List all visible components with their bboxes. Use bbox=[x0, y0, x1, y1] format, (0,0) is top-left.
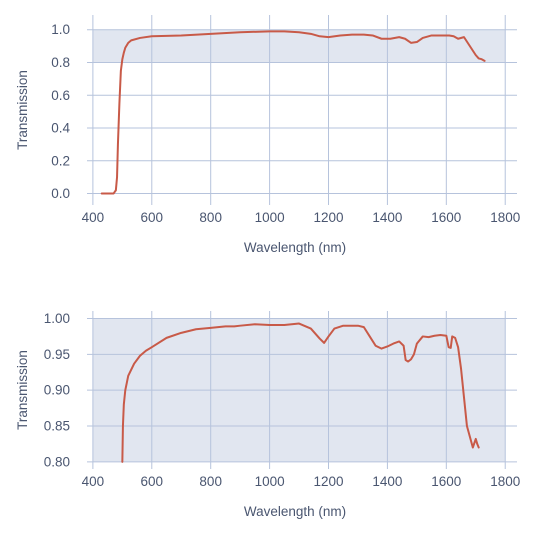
x-tick-label: 1000 bbox=[255, 210, 285, 225]
y-axis-label: Transmission bbox=[15, 350, 30, 430]
x-tick-label: 1000 bbox=[255, 474, 285, 489]
x-tick-label: 1200 bbox=[313, 210, 343, 225]
x-tick-label: 1800 bbox=[490, 474, 520, 489]
y-tick-label: 1.0 bbox=[51, 22, 70, 37]
x-tick-label: 800 bbox=[199, 210, 222, 225]
y-tick-label: 1.00 bbox=[44, 311, 70, 326]
x-tick-label: 1600 bbox=[431, 210, 461, 225]
y-tick-label: 0.85 bbox=[44, 419, 70, 434]
x-tick-label: 1200 bbox=[313, 474, 343, 489]
x-tick-label: 1400 bbox=[372, 210, 402, 225]
x-tick-label: 800 bbox=[199, 474, 222, 489]
y-tick-label: 0.4 bbox=[51, 121, 70, 136]
transmission-series-line bbox=[121, 322, 480, 463]
y-tick-label: 0.80 bbox=[44, 454, 70, 469]
x-tick-label: 400 bbox=[82, 474, 105, 489]
x-tick-label: 1600 bbox=[431, 474, 461, 489]
x-tick-label: 600 bbox=[141, 474, 164, 489]
y-tick-label: 0.6 bbox=[51, 88, 70, 103]
transmission-series-line bbox=[100, 30, 486, 195]
x-tick-label: 400 bbox=[82, 210, 105, 225]
x-axis-label: Wavelength (nm) bbox=[244, 240, 346, 255]
x-tick-label: 600 bbox=[141, 210, 164, 225]
x-tick-label: 1800 bbox=[490, 210, 520, 225]
x-axis-label: Wavelength (nm) bbox=[244, 504, 346, 519]
y-tick-label: 0.2 bbox=[51, 153, 70, 168]
y-axis-label: Transmission bbox=[15, 70, 30, 150]
y-tick-label: 0.8 bbox=[51, 55, 70, 70]
chart-top: 400 600 800 1000 1200 1400 1600 1800 0.0 0.2 0.4 0.… bbox=[15, 15, 520, 255]
x-tick-label: 1400 bbox=[372, 474, 402, 489]
y-tick-label: 0.0 bbox=[51, 186, 70, 201]
chart-bottom: 400 600 800 1000 1200 1400 1600 1800 0.80 0.85 0.9… bbox=[15, 311, 520, 519]
y-tick-label: 0.90 bbox=[44, 383, 70, 398]
y-tick-label: 0.95 bbox=[44, 347, 70, 362]
